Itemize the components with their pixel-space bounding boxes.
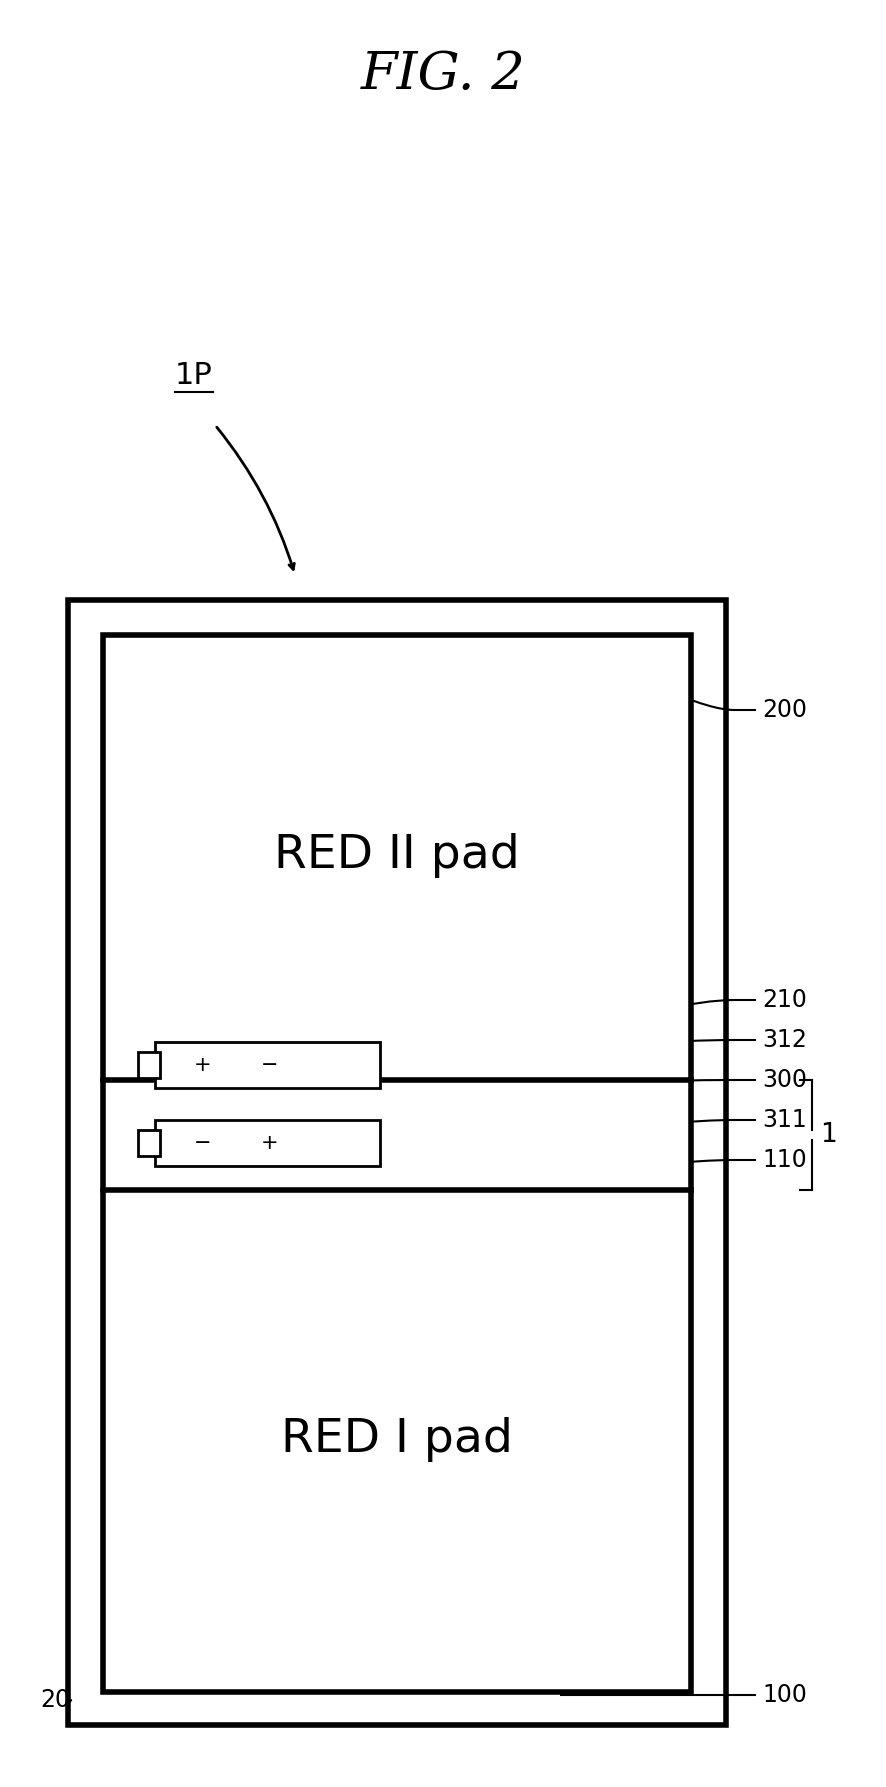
Text: 312: 312 — [762, 1028, 807, 1053]
Text: −: − — [194, 1133, 212, 1153]
Bar — [155, 1120, 380, 1165]
Text: 210: 210 — [762, 988, 807, 1011]
Text: −: − — [261, 1054, 279, 1076]
Text: 20: 20 — [40, 1689, 70, 1712]
Text: 311: 311 — [762, 1108, 807, 1131]
Text: 1: 1 — [820, 1122, 836, 1147]
Text: 100: 100 — [762, 1683, 807, 1707]
Bar — [103, 634, 691, 1692]
Text: +: + — [261, 1133, 279, 1153]
Text: FIG. 2: FIG. 2 — [361, 50, 525, 100]
Text: RED II pad: RED II pad — [274, 833, 520, 877]
Bar — [68, 600, 726, 1724]
Text: +: + — [194, 1054, 212, 1076]
Text: 200: 200 — [762, 699, 807, 722]
Text: 300: 300 — [762, 1069, 807, 1092]
Text: 110: 110 — [762, 1147, 807, 1172]
Bar — [138, 1129, 160, 1156]
Bar — [155, 1042, 380, 1088]
Text: RED I pad: RED I pad — [281, 1417, 513, 1462]
Bar — [138, 1053, 160, 1078]
Text: 1P: 1P — [175, 361, 213, 390]
